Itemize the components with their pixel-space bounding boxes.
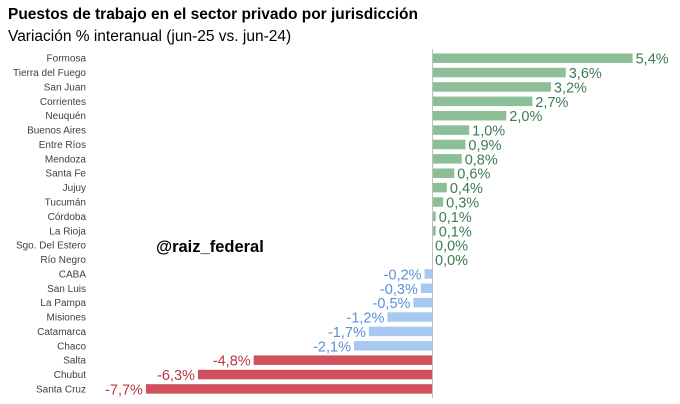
category-label: San Luis [47, 284, 86, 295]
bar [432, 96, 533, 107]
category-label: Santa Cruz [36, 384, 86, 395]
chart-title: Puestos de trabajo en el sector privado … [8, 6, 418, 23]
data-label: -1,7% [328, 325, 366, 341]
data-label: 0,6% [457, 167, 490, 183]
data-label: 2,7% [535, 95, 568, 111]
bar [368, 326, 432, 337]
category-label: Corrientes [40, 97, 86, 108]
category-label: Chubut [54, 370, 86, 381]
category-label: Sgo. Del Estero [16, 241, 86, 252]
data-label: -0,3% [380, 282, 418, 298]
category-label: La Rioja [49, 226, 86, 237]
category-label: Jujuy [63, 183, 86, 194]
bar [432, 125, 470, 135]
data-label: 0,9% [468, 138, 501, 154]
data-label: -0,2% [384, 267, 422, 283]
bar [424, 269, 432, 279]
data-label: -7,7% [105, 382, 143, 398]
category-label: Neuquén [45, 111, 86, 122]
category-label: Santa Fe [45, 169, 86, 180]
data-label: 5,4% [636, 52, 669, 68]
data-label: 3,2% [554, 80, 587, 96]
category-label: Chaco [57, 341, 86, 352]
data-label: 0,0% [435, 253, 468, 269]
data-label: 0,1% [439, 210, 472, 226]
category-label: CABA [59, 269, 87, 280]
data-label: -1,2% [347, 311, 385, 327]
category-label: Córdoba [48, 212, 87, 223]
bar [432, 154, 462, 164]
bar [253, 355, 432, 365]
bar [432, 82, 551, 92]
data-label: -4,8% [213, 354, 251, 370]
category-label: San Juan [44, 82, 86, 93]
bar [353, 341, 432, 351]
bar [432, 226, 436, 236]
data-label: 0,0% [435, 239, 468, 255]
bar [197, 369, 432, 380]
category-label: Río Negro [40, 255, 86, 266]
data-label: 0,3% [446, 195, 479, 211]
category-label: Salta [63, 356, 86, 367]
category-label: Entre Ríos [39, 140, 86, 151]
bar [420, 283, 432, 294]
bar [432, 139, 466, 150]
data-label: 0,1% [439, 224, 472, 240]
data-label: 0,8% [465, 152, 498, 168]
bar [432, 168, 455, 178]
category-label: Misiones [47, 313, 86, 324]
bar [432, 110, 507, 121]
bar [432, 197, 444, 207]
data-label: -0,5% [373, 296, 411, 312]
category-label: Formosa [47, 54, 87, 65]
bar [432, 53, 633, 63]
bar [413, 297, 432, 308]
data-label: -6,3% [157, 368, 195, 384]
category-label: Tucumán [45, 197, 86, 208]
category-label: Tierra del Fuego [13, 68, 86, 79]
chart-subtitle: Variación % interanual (jun-25 vs. jun-2… [8, 28, 292, 45]
category-label: Catamarca [37, 327, 86, 338]
bar [432, 67, 566, 78]
data-label: -2,1% [313, 339, 351, 355]
watermark-handle: @raiz_federal [156, 238, 264, 256]
bar [387, 312, 432, 322]
category-label: Buenos Aires [27, 126, 86, 137]
category-label: Mendoza [45, 154, 87, 165]
data-label: 2,0% [509, 109, 542, 125]
data-label: 3,6% [569, 66, 602, 82]
category-label: La Pampa [40, 298, 86, 309]
data-label: 1,0% [472, 124, 505, 140]
bar [145, 384, 432, 394]
bar [432, 182, 447, 193]
bar [432, 211, 436, 222]
data-label: 0,4% [450, 181, 483, 197]
